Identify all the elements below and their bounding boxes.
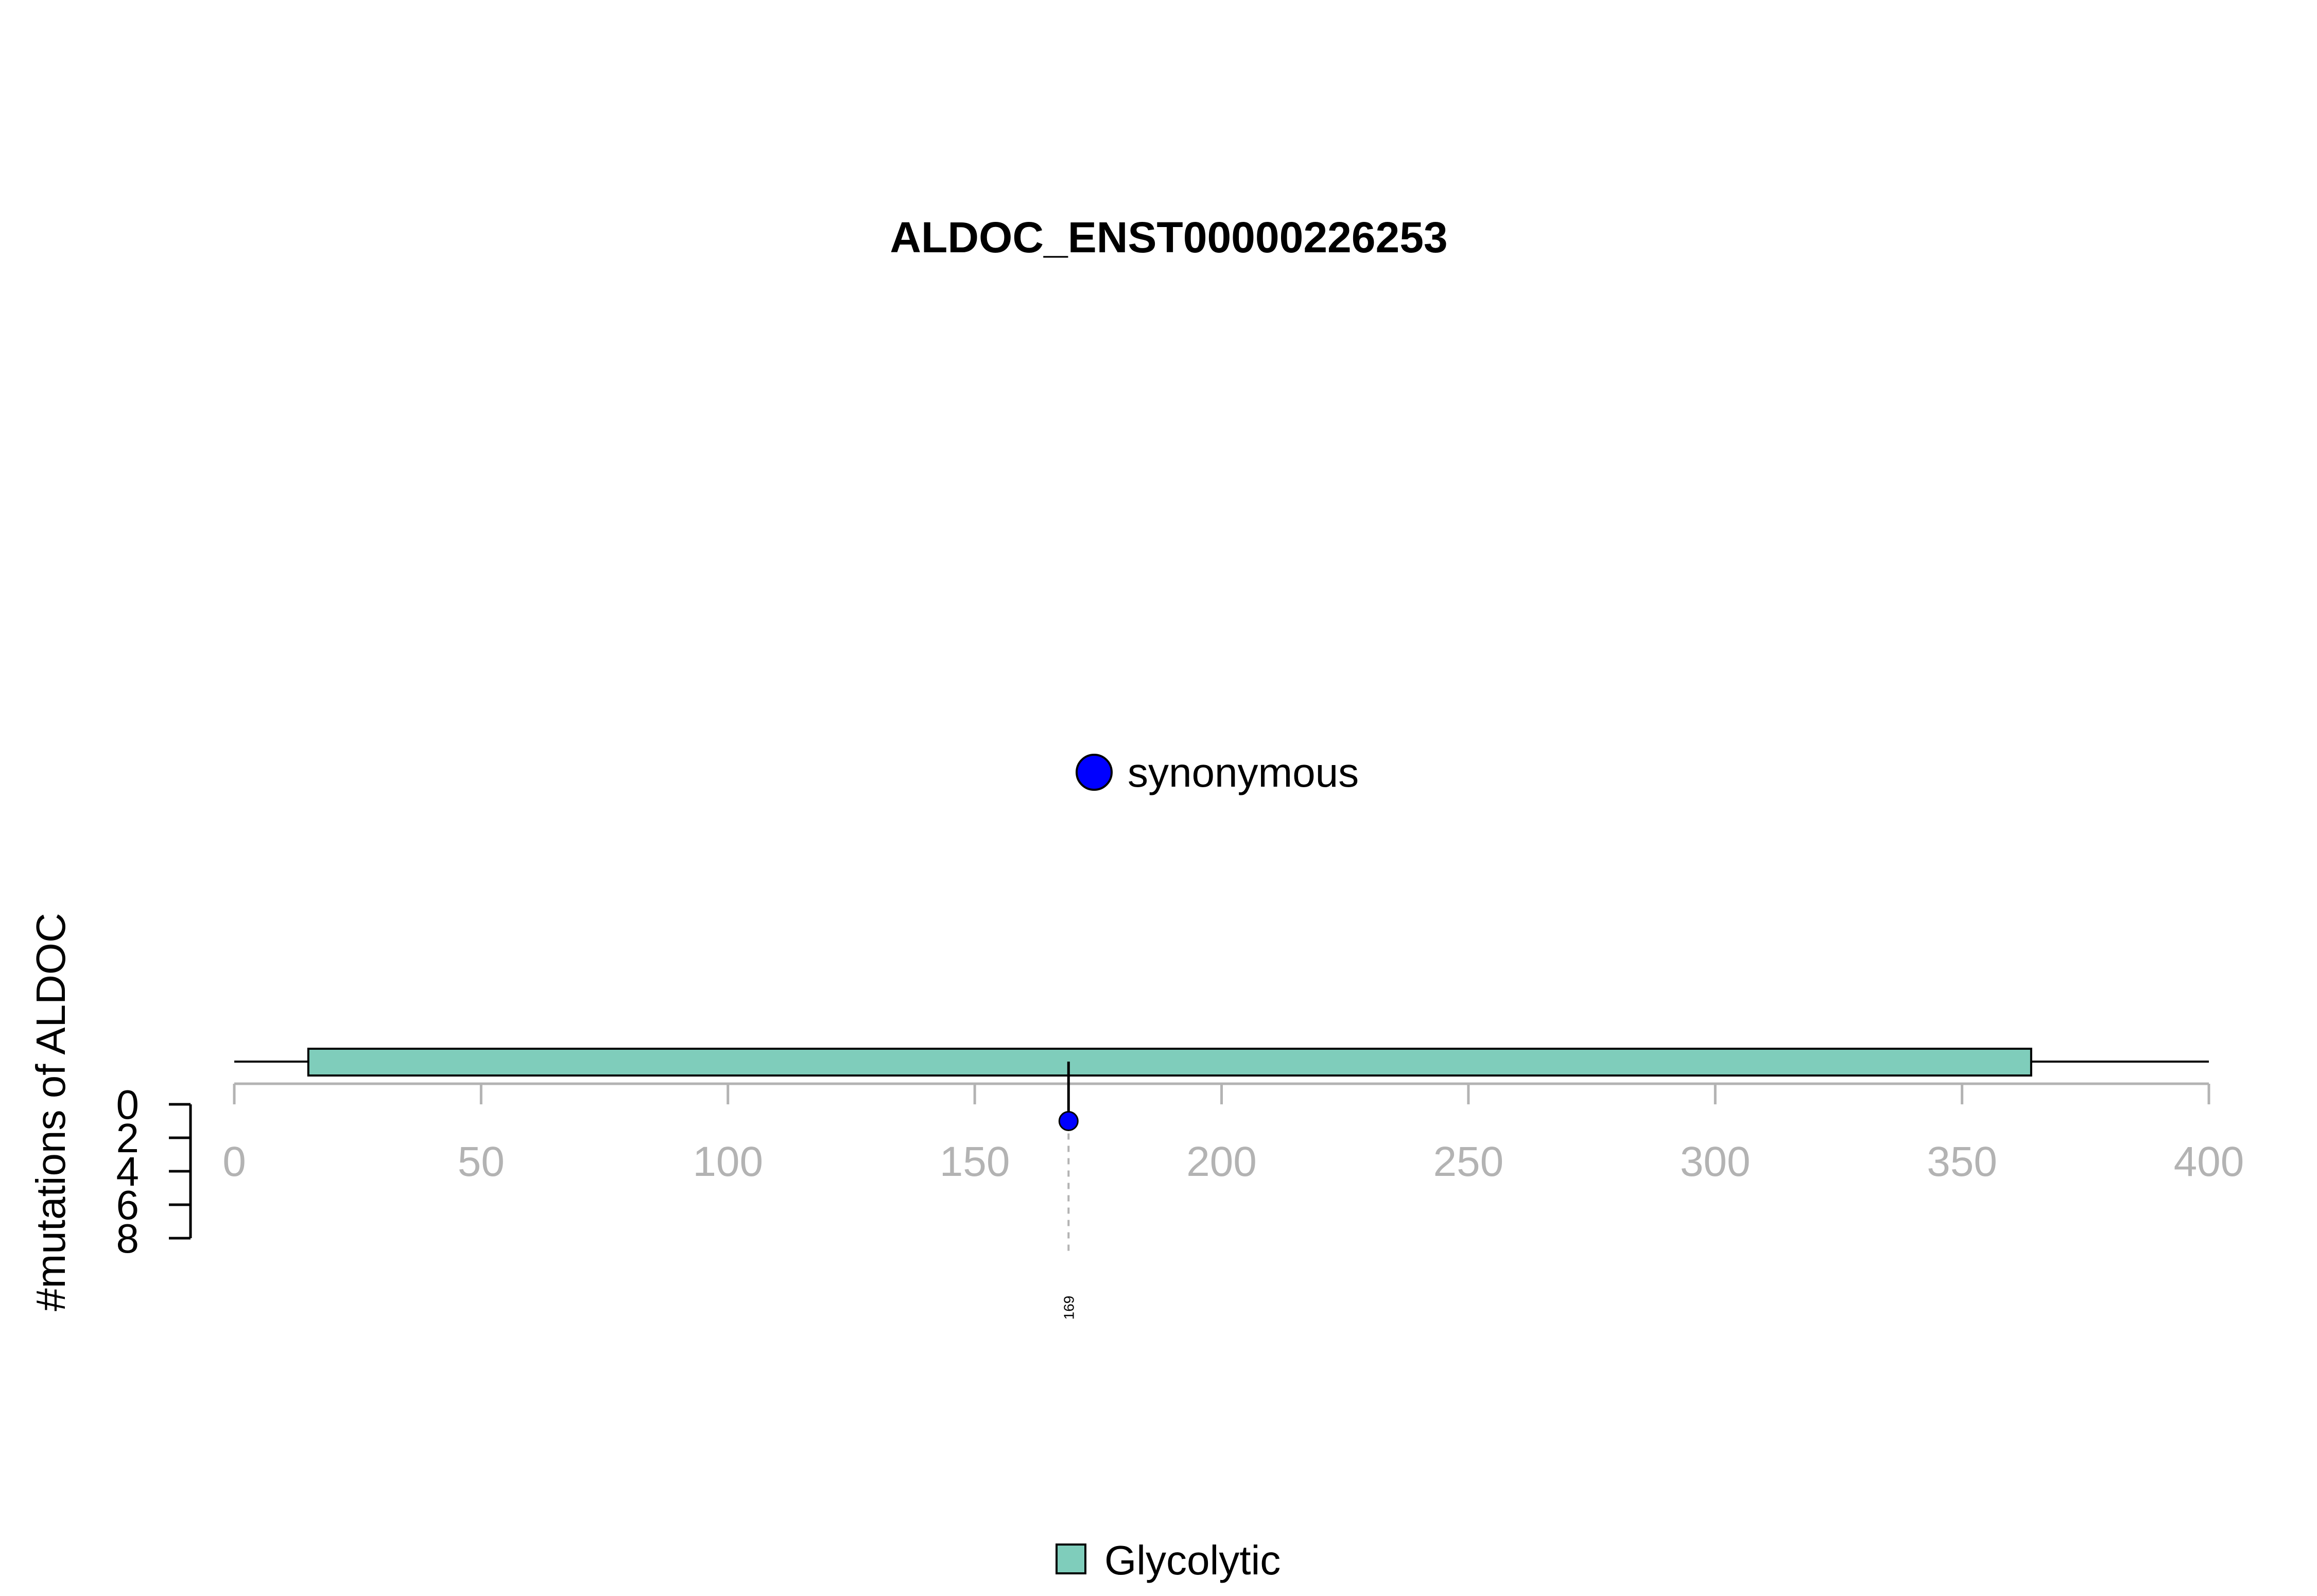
y-tick-label: 8 <box>116 1216 140 1261</box>
x-tick-label: 0 <box>222 1138 246 1185</box>
x-tick-label: 250 <box>1433 1138 1503 1185</box>
domain-glycolytic <box>307 1048 2032 1077</box>
y-axis-label: #mutations of ALDOC <box>28 913 74 1311</box>
y-tick-label: 0 <box>116 1082 140 1127</box>
x-axis: 0 50 100 150 200 250 300 350 400 <box>222 1082 2244 1185</box>
y-tick-label: 6 <box>116 1182 140 1228</box>
x-tick-label: 400 <box>2174 1138 2244 1185</box>
domain-legend-label: Glycolytic <box>1104 1537 1281 1583</box>
mutation-legend: synonymous <box>1076 750 1359 795</box>
chart-title: ALDOC_ENST00000226253 <box>890 213 1447 262</box>
mutations-group: 169 <box>1058 1062 1079 1320</box>
domain-legend-swatch <box>1056 1543 1086 1574</box>
mutation-position-label: 169 <box>1061 1296 1077 1320</box>
mutation-legend-marker <box>1076 754 1113 791</box>
x-tick-label: 50 <box>458 1138 505 1185</box>
domain-legend: Glycolytic <box>1056 1537 1281 1583</box>
domains-group <box>307 1048 2032 1077</box>
y-tick-label: 4 <box>116 1149 140 1194</box>
y-tick-label: 2 <box>116 1115 140 1161</box>
x-tick-label: 200 <box>1186 1138 1257 1185</box>
x-tick-label: 350 <box>1927 1138 1997 1185</box>
x-tick-label: 100 <box>693 1138 763 1185</box>
x-tick-label: 150 <box>940 1138 1010 1185</box>
mutation-legend-label: synonymous <box>1128 750 1359 795</box>
mutation-point <box>1058 1111 1079 1131</box>
x-tick-label: 300 <box>1680 1138 1751 1185</box>
